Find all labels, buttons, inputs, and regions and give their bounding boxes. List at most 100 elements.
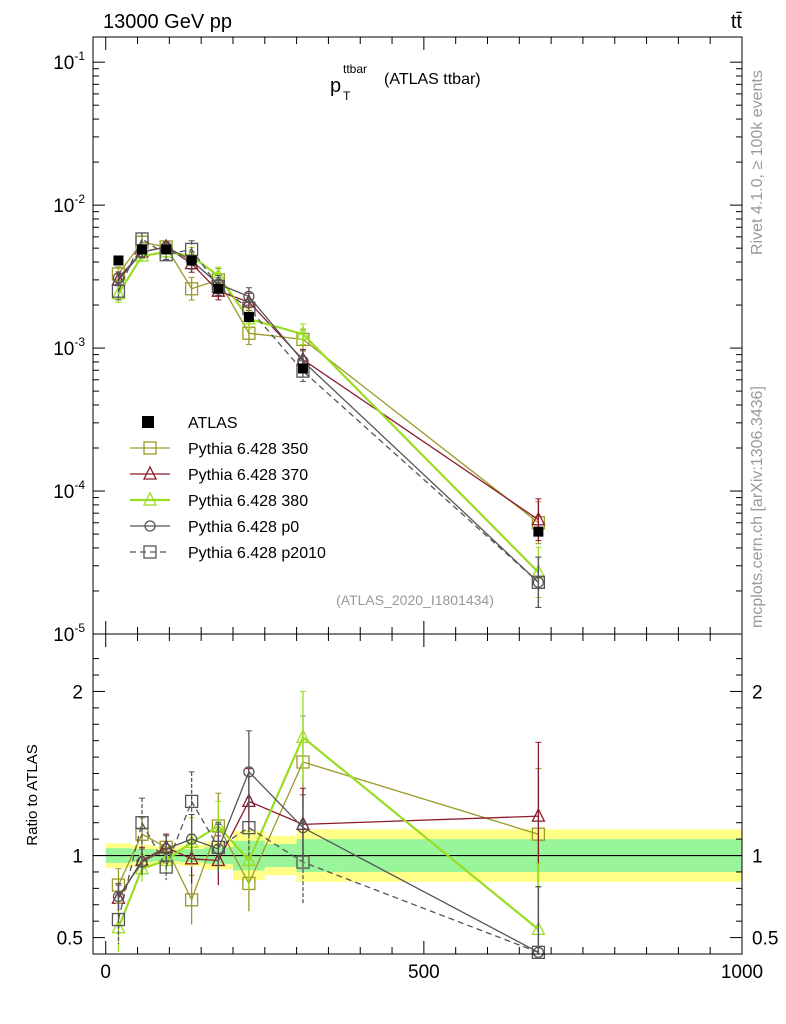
ratio-point-marker [241, 852, 256, 867]
mcplots-site-label: mcplots.cern.ch [arXiv:1306.3436] [749, 386, 766, 628]
ratio-ylabel: Ratio to ATLAS [24, 744, 41, 845]
main-plot-marks [111, 232, 546, 608]
legend-entry-label: Pythia 6.428 p0 [188, 519, 299, 536]
x-tick-label: 0 [100, 962, 111, 983]
ratio-y-axis: 0.5 0.5 1 1 2 2 [57, 658, 778, 950]
ratio-series-1 [111, 741, 546, 912]
plot-title: p [330, 75, 341, 97]
main-x-axis [105, 37, 743, 634]
ratio-series-2 [111, 690, 546, 954]
main-ytick-label: 10-3 [53, 335, 85, 360]
ratio-point-marker [295, 728, 311, 744]
ratio-point-marker [531, 945, 546, 960]
legend-entry-label: Pythia 6.428 p2010 [188, 545, 326, 562]
main-panel: 10-5 10-4 10-3 10-2 10-1 [53, 36, 743, 646]
ratio-ytick-label-left: 1 [72, 847, 83, 868]
main-series-line [117, 246, 539, 521]
legend-entry-label: Pythia 6.428 380 [188, 493, 308, 510]
data-point-marker [533, 526, 544, 537]
process-label: tt̄ [731, 11, 743, 33]
main-series-line [117, 250, 540, 574]
data-point-marker [243, 311, 254, 322]
data-point-marker [113, 255, 124, 266]
legend-marker [144, 520, 156, 532]
main-ytick-label: 10-5 [53, 621, 85, 646]
data-point-marker [186, 255, 197, 266]
main-series-3 [112, 241, 545, 608]
analysis-id: (ATLAS_2020_I1801434) [336, 592, 494, 608]
legend-entry-label: Pythia 6.428 350 [188, 441, 308, 458]
rivet-version-label: Rivet 4.1.0, ≥ 100k events [749, 70, 766, 255]
x-tick-label: 500 [408, 962, 440, 983]
ratio-point-marker [296, 855, 310, 869]
data-point-marker [136, 244, 147, 255]
ratio-point-marker [136, 856, 148, 868]
main-point-marker [184, 242, 199, 257]
main-ytick-label: 10-2 [53, 192, 85, 217]
ratio-point-marker [111, 912, 126, 927]
main-ytick-exponent: -5 [74, 621, 85, 635]
main-ytick-exponent: -3 [74, 335, 85, 349]
main-data-points [113, 244, 544, 537]
ratio-series-line [117, 799, 539, 953]
main-ytick-exponent: -1 [74, 49, 85, 63]
ratio-ytick-label-right: 2 [752, 682, 763, 703]
ratio-point-marker [159, 860, 173, 874]
ratio-point-marker [531, 807, 546, 822]
ratio-panel: 0.5 0.5 1 1 2 2 0 500 1000 [57, 633, 778, 983]
main-series-line [117, 241, 539, 524]
ratio-series-line [117, 761, 539, 902]
main-point-marker [531, 575, 546, 589]
main-series-2 [111, 243, 546, 599]
main-point-marker [111, 284, 126, 298]
title-main: p [330, 75, 341, 97]
title-rest: (ATLAS ttbar) [384, 71, 481, 88]
ratio-x-axis: 0 500 1000 [100, 634, 763, 983]
legend-marker [142, 465, 158, 480]
main-ytick-label: 10-4 [53, 478, 85, 503]
ratio-ytick-label-right: 0.5 [752, 929, 778, 950]
ratio-point-marker [242, 820, 256, 835]
ratio-point-marker [243, 766, 255, 778]
ratio-series-4 [111, 771, 546, 960]
ratio-ytick-label-right: 1 [752, 847, 763, 868]
ratio-ytick-label-left: 0.5 [57, 929, 83, 950]
ratio-point-marker [135, 816, 149, 830]
legend-marker [143, 545, 157, 559]
main-series-line [117, 237, 539, 583]
title-subscript: T [343, 89, 351, 103]
legend: ATLAS Pythia 6.428 350 Pythia 6.428 370 Pyt… [130, 415, 326, 562]
data-point-marker [213, 283, 224, 294]
energy-label: 13000 GeV pp [103, 11, 232, 33]
x-tick-label: 1000 [721, 962, 763, 983]
main-point-marker [531, 511, 546, 526]
legend-marker [142, 491, 158, 506]
ratio-point-marker [184, 794, 199, 809]
main-point-marker [184, 282, 199, 296]
main-ytick-exponent: -4 [74, 478, 85, 492]
ratio-series-0 [111, 715, 546, 925]
main-point-marker [295, 325, 311, 340]
ratio-frame [92, 633, 743, 955]
ratio-point-marker [211, 840, 225, 854]
main-y-axis: 10-5 10-4 10-3 10-2 10-1 [53, 49, 742, 646]
ratio-ytick-label-left: 2 [72, 682, 83, 703]
main-series-1 [111, 238, 546, 542]
ratio-point-marker [185, 833, 198, 845]
ratio-series-line [117, 735, 540, 931]
main-ytick-exponent: -2 [74, 192, 85, 206]
data-point-marker [161, 244, 172, 255]
title-superscript: ttbar [343, 62, 367, 76]
legend-data-marker [142, 416, 154, 428]
legend-entry-label: Pythia 6.428 370 [188, 467, 308, 484]
data-point-marker [297, 363, 308, 374]
main-series-0 [111, 235, 546, 545]
ratio-plot-marks [111, 690, 546, 960]
main-series-4 [111, 232, 546, 608]
main-ytick-label: 10-1 [53, 49, 85, 74]
main-series-line [117, 246, 539, 583]
ratio-point-marker [184, 893, 199, 907]
legend-marker [143, 441, 157, 455]
main-point-marker [111, 285, 126, 300]
